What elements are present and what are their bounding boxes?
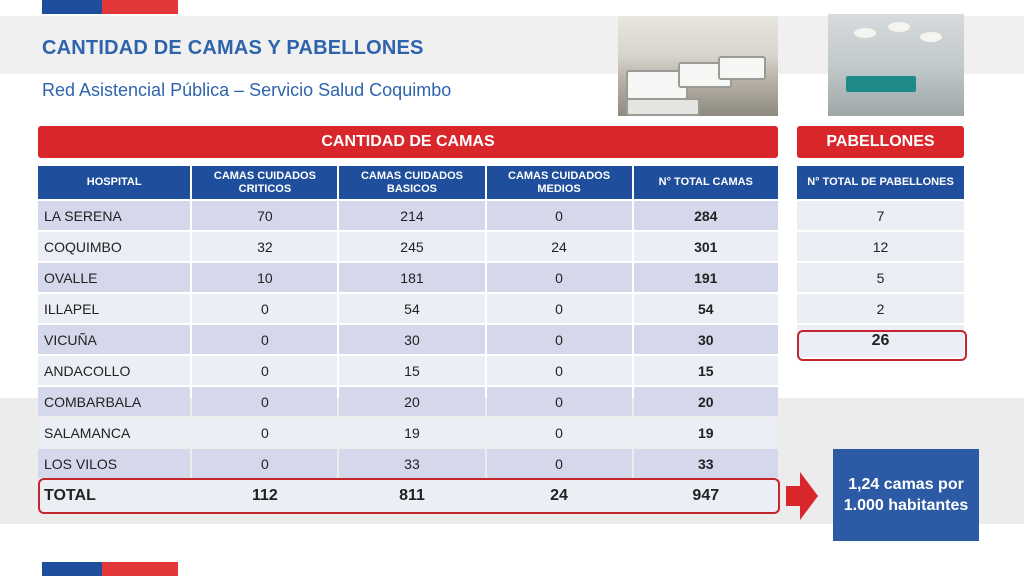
camas-banner: CANTIDAD DE CAMAS xyxy=(38,126,778,158)
pabellones-value: 2 xyxy=(797,294,964,323)
medios-value: 0 xyxy=(486,201,632,230)
page-subtitle: Red Asistencial Pública – Servicio Salud… xyxy=(42,80,452,100)
table-row: VICUÑA 0 30 0 30 xyxy=(38,325,778,354)
basicos-value: 20 xyxy=(339,387,485,416)
criticos-value: 10 xyxy=(192,263,338,292)
table-row: ANDACOLLO 0 15 0 15 xyxy=(38,356,778,385)
table-row: SALAMANCA 0 19 0 19 xyxy=(38,418,778,447)
medios-value: 24 xyxy=(486,232,632,261)
operating-room-photo xyxy=(828,14,964,116)
total-camas-value: 54 xyxy=(633,294,778,323)
medios-value: 0 xyxy=(486,325,632,354)
medios-value: 0 xyxy=(486,263,632,292)
table-row: ILLAPEL 0 54 0 54 xyxy=(38,294,778,323)
criticos-value: 70 xyxy=(192,201,338,230)
pabellones-table-header: N° TOTAL DE PABELLONES xyxy=(797,166,964,199)
total-camas-value: 30 xyxy=(633,325,778,354)
total-camas-value: 33 xyxy=(633,449,778,478)
table-row: 12 xyxy=(797,232,964,261)
criticos-value: 0 xyxy=(192,449,338,478)
table-row: OVALLE 10 181 0 191 xyxy=(38,263,778,292)
hospital-name: LOS VILOS xyxy=(38,449,191,478)
table-row: LA SERENA 70 214 0 284 xyxy=(38,201,778,230)
pabellones-value: 12 xyxy=(797,232,964,261)
pabellones-value: 7 xyxy=(797,201,964,230)
medios-value: 0 xyxy=(486,449,632,478)
pabellones-table: N° TOTAL DE PABELLONES 7 12 5 2 26 xyxy=(795,164,966,359)
page-title: CANTIDAD DE CAMAS Y PABELLONES xyxy=(42,37,424,59)
basicos-value: 15 xyxy=(339,356,485,385)
basicos-value: 245 xyxy=(339,232,485,261)
table-row: 2 xyxy=(797,294,964,323)
criticos-value: 0 xyxy=(192,418,338,447)
hospital-name: COQUIMBO xyxy=(38,232,191,261)
criticos-value: 0 xyxy=(192,387,338,416)
beds-per-inhabitants-callout: 1,24 camas por 1.000 habitantes xyxy=(833,449,979,541)
total-camas-value: 19 xyxy=(633,418,778,447)
pabellones-value: 5 xyxy=(797,263,964,292)
hospital-name: ILLAPEL xyxy=(38,294,191,323)
medios-value: 0 xyxy=(486,356,632,385)
criticos-value: 0 xyxy=(192,294,338,323)
header-basicos: CAMAS CUIDADOS BASICOS xyxy=(339,166,485,199)
header-total-camas: N° TOTAL CAMAS xyxy=(633,166,778,199)
right-arrow-icon xyxy=(786,472,818,520)
total-medios: 24 xyxy=(486,480,632,512)
basicos-value: 30 xyxy=(339,325,485,354)
criticos-value: 0 xyxy=(192,356,338,385)
basicos-value: 181 xyxy=(339,263,485,292)
table-row: 7 xyxy=(797,201,964,230)
hospital-beds-photo xyxy=(618,16,778,116)
pabellones-banner: PABELLONES xyxy=(797,126,964,158)
basicos-value: 33 xyxy=(339,449,485,478)
criticos-value: 32 xyxy=(192,232,338,261)
total-camas-value: 284 xyxy=(633,201,778,230)
basicos-value: 214 xyxy=(339,201,485,230)
total-camas: 947 xyxy=(633,480,778,512)
header-hospital: HOSPITAL xyxy=(38,166,191,199)
criticos-value: 0 xyxy=(192,325,338,354)
total-criticos: 112 xyxy=(192,480,338,512)
table-row: COMBARBALA 0 20 0 20 xyxy=(38,387,778,416)
hospital-name: ANDACOLLO xyxy=(38,356,191,385)
basicos-value: 19 xyxy=(339,418,485,447)
hospital-name: COMBARBALA xyxy=(38,387,191,416)
total-camas-value: 191 xyxy=(633,263,778,292)
total-row-highlight xyxy=(38,478,780,514)
header-medios: CAMAS CUIDADOS MEDIOS xyxy=(486,166,632,199)
hospital-name: OVALLE xyxy=(38,263,191,292)
medios-value: 0 xyxy=(486,387,632,416)
total-row: TOTAL 112 811 24 947 xyxy=(38,480,778,512)
medios-value: 0 xyxy=(486,418,632,447)
hospital-name: SALAMANCA xyxy=(38,418,191,447)
total-camas-value: 20 xyxy=(633,387,778,416)
hospital-name: LA SERENA xyxy=(38,201,191,230)
camas-table: HOSPITAL CAMAS CUIDADOS CRITICOS CAMAS C… xyxy=(36,164,780,514)
basicos-value: 54 xyxy=(339,294,485,323)
total-camas-value: 15 xyxy=(633,356,778,385)
total-label: TOTAL xyxy=(38,480,191,512)
camas-table-header: HOSPITAL CAMAS CUIDADOS CRITICOS CAMAS C… xyxy=(38,166,778,199)
table-row: LOS VILOS 0 33 0 33 xyxy=(38,449,778,478)
header-total-pabellones: N° TOTAL DE PABELLONES xyxy=(797,166,964,199)
header-criticos: CAMAS CUIDADOS CRITICOS xyxy=(192,166,338,199)
table-row: COQUIMBO 32 245 24 301 xyxy=(38,232,778,261)
hospital-name: VICUÑA xyxy=(38,325,191,354)
pabellones-total-highlight xyxy=(797,330,967,361)
total-camas-value: 301 xyxy=(633,232,778,261)
total-basicos: 811 xyxy=(339,480,485,512)
table-row: 5 xyxy=(797,263,964,292)
medios-value: 0 xyxy=(486,294,632,323)
